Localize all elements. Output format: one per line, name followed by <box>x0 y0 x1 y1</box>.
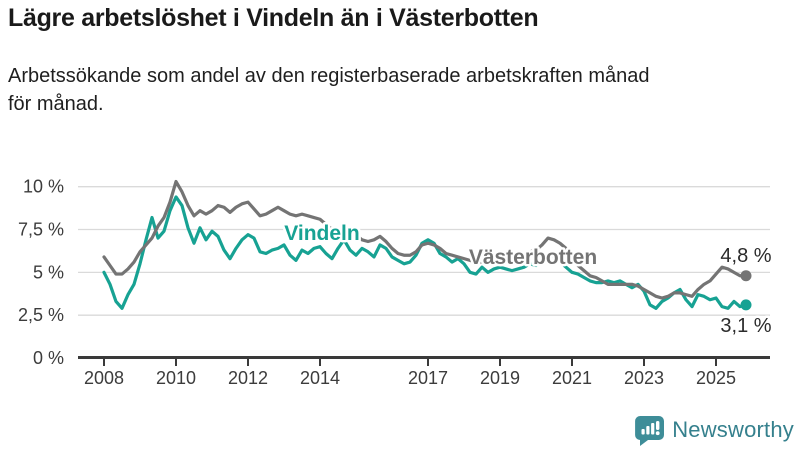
x-tick-label: 2017 <box>408 368 448 388</box>
newsworthy-wordmark: Newsworthy <box>672 417 794 442</box>
vindeln-end-value: 3,1 % <box>720 315 771 337</box>
page-title: Lägre arbetslöshet i Vindeln än i Väster… <box>8 4 539 32</box>
vasterbotten-series-label: Västerbotten <box>469 246 597 269</box>
footer-logo: Newsworthy <box>634 414 794 446</box>
y-tick-label: 0 % <box>33 348 64 368</box>
vasterbotten-line <box>102 179 748 300</box>
vindeln-series-label: Vindeln <box>284 222 359 245</box>
page-subtitle: Arbetssökande som andel av den registerb… <box>8 65 650 115</box>
speech-bubble-shape <box>635 416 665 446</box>
x-tick-label: 2025 <box>696 368 736 388</box>
x-tick-label: 2010 <box>156 368 196 388</box>
vindeln-end-dot <box>740 299 752 311</box>
x-tick-label: 2021 <box>552 368 592 388</box>
x-tick-label: 2008 <box>84 368 124 388</box>
x-tick-label: 2023 <box>624 368 664 388</box>
y-tick-label: 5 % <box>33 262 64 282</box>
newsworthy-icon <box>635 416 665 446</box>
x-tick-label: 2014 <box>300 368 340 388</box>
y-tick-label: 10 % <box>23 177 64 197</box>
x-tick-label: 2012 <box>228 368 268 388</box>
vasterbotten-end-value: 4,8 % <box>720 245 771 267</box>
y-tick-label: 2,5 % <box>18 305 64 325</box>
vasterbotten-end-dot <box>740 270 752 282</box>
x-tick-label: 2019 <box>480 368 520 388</box>
y-tick-label: 7,5 % <box>18 220 64 240</box>
